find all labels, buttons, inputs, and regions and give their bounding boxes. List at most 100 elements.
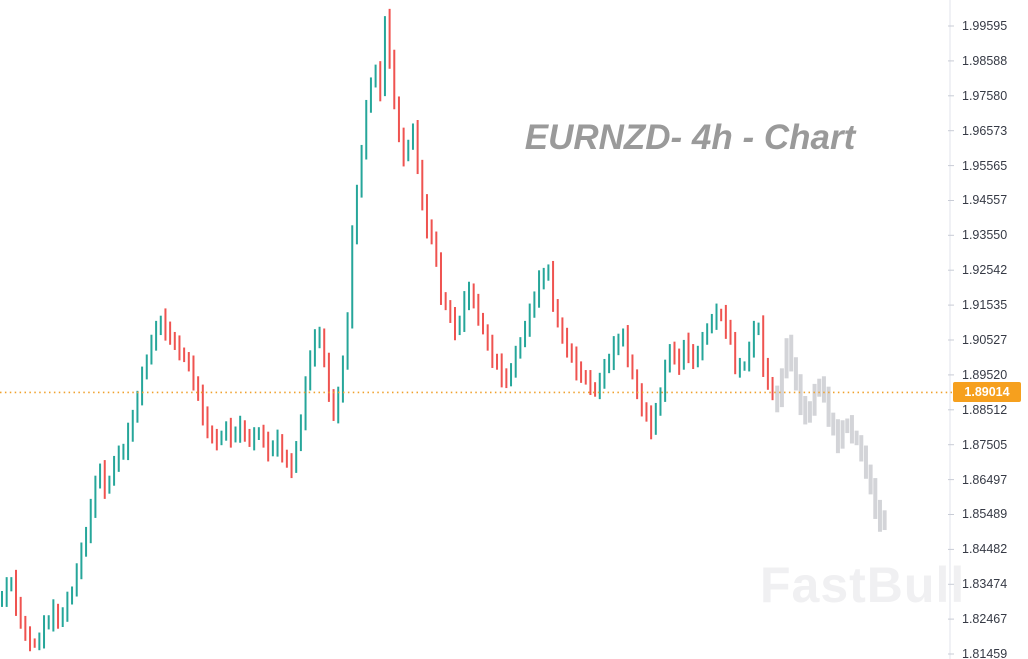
- price-axis-label: 1.94557: [962, 193, 1008, 208]
- price-bar: [309, 350, 312, 391]
- price-bar: [640, 383, 643, 417]
- price-bar: [757, 322, 760, 336]
- price-bar: [24, 615, 27, 641]
- price-bar: [52, 599, 55, 632]
- price-bar: [608, 353, 611, 374]
- price-bar: [122, 443, 125, 460]
- price-bar: [542, 267, 545, 290]
- projection-bar: [826, 386, 831, 427]
- projection-bar: [812, 383, 817, 416]
- price-bar: [285, 449, 288, 468]
- price-bar: [183, 347, 186, 363]
- price-bar: [407, 139, 410, 162]
- price-bar: [47, 615, 50, 630]
- price-bar: [528, 303, 531, 337]
- price-bar: [752, 320, 755, 358]
- price-bar: [570, 343, 573, 363]
- price-bar: [411, 123, 414, 150]
- price-bar: [253, 427, 256, 451]
- price-bar: [524, 320, 527, 348]
- price-bar: [556, 299, 559, 328]
- price-bar: [659, 387, 662, 416]
- price-bar: [351, 225, 354, 329]
- price-bar: [383, 16, 386, 97]
- price-bar: [215, 428, 218, 451]
- projection-bar: [835, 419, 840, 454]
- price-bar: [416, 120, 419, 175]
- price-bar: [771, 376, 774, 401]
- price-bar: [538, 270, 541, 308]
- price-bar: [295, 441, 298, 473]
- price-bar: [369, 77, 372, 113]
- price-axis-label: 1.92542: [962, 263, 1008, 278]
- price-bar: [127, 422, 130, 461]
- price-bar: [173, 331, 176, 350]
- price-bar: [449, 300, 452, 323]
- price-bar: [1, 590, 3, 607]
- price-axis-label: 1.93550: [962, 228, 1008, 243]
- price-bar: [552, 260, 555, 312]
- price-axis-label: 1.81459: [962, 647, 1008, 659]
- price-bar: [589, 370, 592, 395]
- price-bar: [150, 334, 153, 365]
- price-bar: [510, 363, 513, 387]
- projection-bar: [831, 412, 836, 436]
- price-bar: [136, 390, 139, 423]
- price-bar: [397, 96, 400, 143]
- projection-bar: [845, 418, 850, 434]
- price-bar: [103, 460, 106, 499]
- price-bar: [547, 264, 550, 281]
- price-bar: [281, 434, 284, 463]
- price-bar: [468, 281, 470, 311]
- price-bar: [117, 445, 120, 472]
- price-axis-label: 1.90527: [962, 333, 1008, 348]
- price-bar: [262, 424, 265, 448]
- last-price-label: 1.89014: [953, 382, 1021, 403]
- price-bar: [453, 307, 456, 341]
- price-bar: [645, 402, 648, 422]
- price-bar: [225, 421, 228, 441]
- price-axis-label: 1.95565: [962, 158, 1008, 173]
- price-bar: [15, 569, 18, 616]
- projection-bar: [863, 445, 868, 479]
- price-axis-label: 1.99595: [962, 19, 1008, 33]
- price-bar: [57, 603, 60, 629]
- price-bar: [617, 333, 620, 356]
- projection-bar: [840, 420, 845, 449]
- price-bar: [762, 315, 765, 377]
- price-bar: [598, 372, 601, 400]
- price-bar: [327, 352, 330, 402]
- price-axis-label: 1.88512: [962, 402, 1008, 417]
- fastbull-watermark: FastBull: [760, 557, 966, 613]
- price-bar: [472, 283, 475, 309]
- price-bar: [341, 355, 344, 403]
- price-bar: [197, 376, 200, 401]
- price-bar: [720, 308, 723, 322]
- price-bar: [131, 409, 134, 442]
- price-bar: [360, 144, 363, 198]
- projection-bar: [859, 435, 864, 462]
- price-bar: [94, 475, 97, 518]
- price-bar: [113, 455, 116, 486]
- price-bar: [435, 231, 438, 267]
- price-bar: [192, 355, 195, 391]
- price-bar: [692, 344, 695, 370]
- price-bar: [482, 312, 485, 335]
- price-bar: [99, 463, 102, 489]
- projection-bar: [877, 499, 882, 532]
- price-bar: [738, 357, 741, 378]
- price-bar: [696, 345, 699, 368]
- price-bar: [622, 328, 625, 347]
- price-bar: [673, 341, 676, 365]
- price-bar: [243, 420, 246, 442]
- price-bar: [365, 99, 368, 160]
- price-bar: [155, 320, 158, 351]
- price-bar: [66, 591, 69, 622]
- projection-bar: [784, 338, 789, 379]
- price-bar: [89, 498, 92, 544]
- price-bar: [229, 417, 232, 448]
- price-bar: [626, 325, 629, 368]
- price-bar: [425, 194, 428, 239]
- price-bar: [38, 632, 41, 651]
